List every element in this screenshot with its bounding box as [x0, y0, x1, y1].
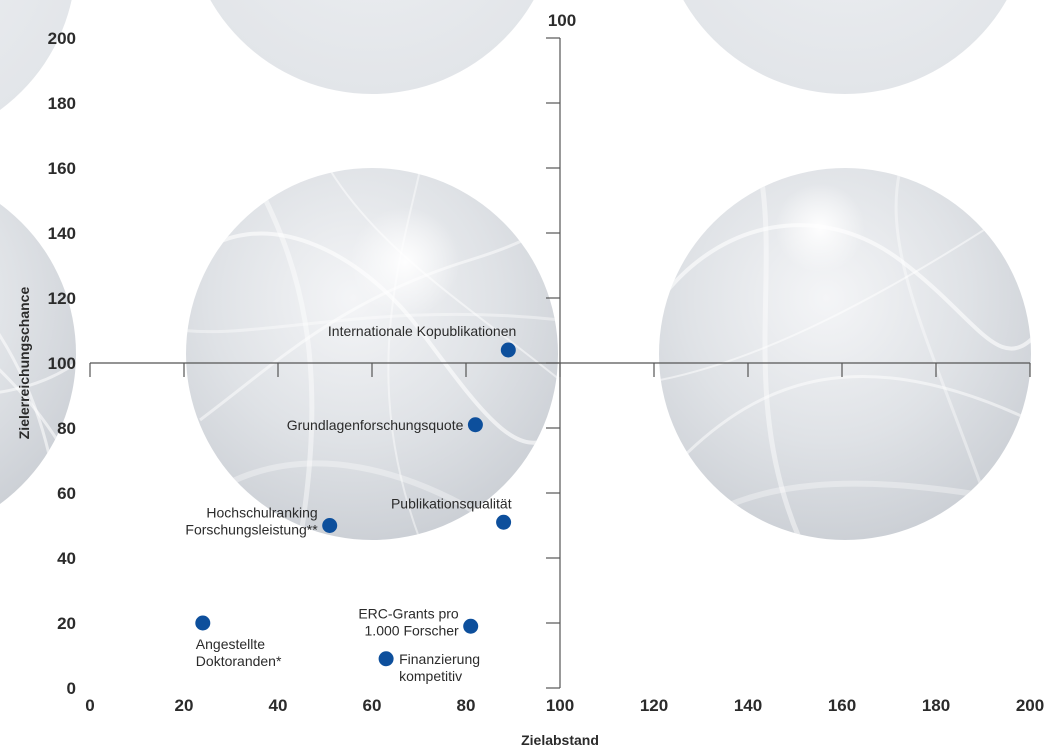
data-point-1	[467, 417, 483, 433]
data-point-label-2-0: Publikationsqualität	[391, 495, 512, 511]
x-tick-label-1: 20	[175, 696, 194, 715]
x-axis-title: Zielabstand	[521, 732, 599, 748]
x-tick-label-6: 120	[640, 696, 668, 715]
x-tick-label-8: 160	[828, 696, 856, 715]
x-tick-label-2: 40	[269, 696, 288, 715]
data-point-0	[500, 342, 516, 358]
x-tick-label-7: 140	[734, 696, 762, 715]
data-point-label-3-1: Forschungsleistung**	[185, 522, 318, 538]
background-decoration	[0, 0, 1031, 540]
y-tick-label-10: 200	[48, 29, 76, 48]
y-tick-label-9: 180	[48, 94, 76, 113]
x-tick-label-0: 0	[85, 696, 94, 715]
x-tick-label-4: 80	[457, 696, 476, 715]
x-tick-label-9: 180	[922, 696, 950, 715]
bg-circle-top-right	[683, 0, 1007, 94]
y-tick-label-4: 80	[57, 419, 76, 438]
y-axis-title: Zielerreichungschance	[16, 287, 32, 440]
x-tick-label-3: 60	[363, 696, 382, 715]
x-tick-label-5: 100	[546, 696, 574, 715]
data-point-5	[463, 618, 479, 634]
data-point-6	[378, 651, 394, 667]
data-point-label-6-1: kompetitiv	[399, 668, 462, 684]
data-point-2	[496, 514, 512, 530]
bg-circle-top-left	[210, 0, 534, 94]
x-axis-ticks	[89, 363, 1031, 377]
data-point-labels: Internationale Kopublikationen Grundlagen…	[185, 323, 516, 684]
y-tick-label-2: 40	[57, 549, 76, 568]
data-points	[195, 342, 516, 667]
data-point-label-4-0: Angestellte	[196, 636, 265, 652]
x-tick-labels: 0 20 40 60 80 100 120 140 160 180 200	[85, 696, 1044, 715]
y-axis-ticks	[546, 37, 560, 689]
data-point-label-6-0: Finanzierung	[399, 651, 480, 667]
data-point-label-4-1: Doktoranden*	[196, 653, 282, 669]
axes	[89, 37, 1031, 689]
data-point-label-3-0: Hochschulranking	[206, 505, 317, 521]
data-point-label-0-0: Internationale Kopublikationen	[328, 323, 516, 339]
data-point-4	[195, 615, 211, 631]
y-tick-label-6: 120	[48, 289, 76, 308]
tick-labels: 0 20 40 60 80 100 120 140 160 180 200 0 20 40 60 80 100…	[48, 11, 1045, 715]
data-point-3	[322, 518, 338, 533]
data-point-label-1-0: Grundlagenforschungsquote	[287, 417, 464, 433]
top-axis-label: 100	[548, 11, 576, 30]
y-tick-label-8: 160	[48, 159, 76, 178]
x-tick-label-10: 200	[1016, 696, 1044, 715]
y-tick-labels: 0 20 40 60 80 100 120 140 160 180 200	[48, 29, 76, 698]
textured-circle-left	[0, 178, 76, 521]
y-tick-label-7: 140	[48, 224, 76, 243]
y-tick-label-0: 0	[67, 679, 76, 698]
textured-circle-right	[659, 168, 1031, 540]
y-tick-label-3: 60	[57, 484, 76, 503]
data-point-label-5-1: 1.000 Forscher	[365, 622, 459, 638]
data-point-label-5-0: ERC-Grants pro	[358, 605, 459, 621]
bg-circle-top-far-left	[0, 0, 72, 110]
y-tick-label-5: 100	[48, 354, 76, 373]
y-tick-label-1: 20	[57, 614, 76, 633]
